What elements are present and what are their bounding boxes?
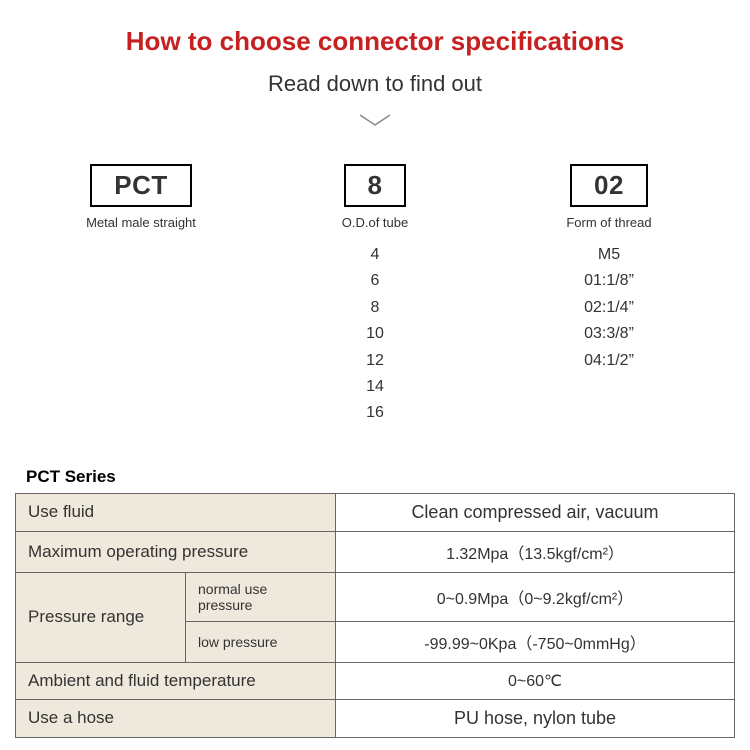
code-values: 4 6 8 10 12 14 16 [366,244,384,425]
table-row: Maximum operating pressure 1.32Mpa（13.5k… [16,531,735,572]
spec-label: Ambient and fluid temperature [16,662,336,699]
code-value: 02:1/4” [584,297,634,319]
code-value: 16 [366,402,384,424]
table-row: Ambient and fluid temperature 0~60℃ [16,662,735,699]
code-label: O.D.of tube [342,215,408,230]
code-value: 04:1/2” [584,350,634,372]
spec-value: -99.99~0Kpa（-750~0mmHg） [336,621,735,662]
spec-value: PU hose, nylon tube [336,699,735,737]
table-row: Use fluid Clean compressed air, vacuum [16,493,735,531]
spec-value: 0~0.9Mpa（0~9.2kgf/cm²） [336,572,735,621]
code-box: 02 [570,164,648,207]
page-title: How to choose connector specifications [0,0,750,57]
spec-sublabel: normal use pressure [186,572,336,621]
code-box: 8 [344,164,407,207]
spec-table: Use fluid Clean compressed air, vacuum M… [15,493,735,738]
chevron-down-icon [0,111,750,136]
table-row: Pressure range normal use pressure 0~0.9… [16,572,735,621]
series-title: PCT Series [26,467,750,487]
code-value: 8 [371,297,380,319]
code-label: Metal male straight [86,215,196,230]
code-label: Form of thread [566,215,651,230]
code-value: 6 [371,270,380,292]
code-values: M5 01:1/8” 02:1/4” 03:3/8” 04:1/2” [584,244,634,372]
code-col-thread: 02 Form of thread M5 01:1/8” 02:1/4” 03:… [534,164,684,425]
spec-label: Use fluid [16,493,336,531]
spec-label: Pressure range [16,572,186,662]
table-row: Use a hose PU hose, nylon tube [16,699,735,737]
code-col-od: 8 O.D.of tube 4 6 8 10 12 14 16 [300,164,450,425]
code-value: 12 [366,350,384,372]
code-breakdown-row: PCT Metal male straight 8 O.D.of tube 4 … [0,164,750,425]
code-value: M5 [598,244,620,266]
spec-value: Clean compressed air, vacuum [336,493,735,531]
code-value: 03:3/8” [584,323,634,345]
code-box: PCT [90,164,192,207]
spec-label: Maximum operating pressure [16,531,336,572]
code-value: 14 [366,376,384,398]
code-value: 10 [366,323,384,345]
page-subtitle: Read down to find out [0,71,750,97]
spec-label: Use a hose [16,699,336,737]
spec-sublabel: low pressure [186,621,336,662]
spec-value: 0~60℃ [336,662,735,699]
code-value: 4 [371,244,380,266]
code-col-pct: PCT Metal male straight [66,164,216,425]
code-value: 01:1/8” [584,270,634,292]
spec-value: 1.32Mpa（13.5kgf/cm²） [336,531,735,572]
